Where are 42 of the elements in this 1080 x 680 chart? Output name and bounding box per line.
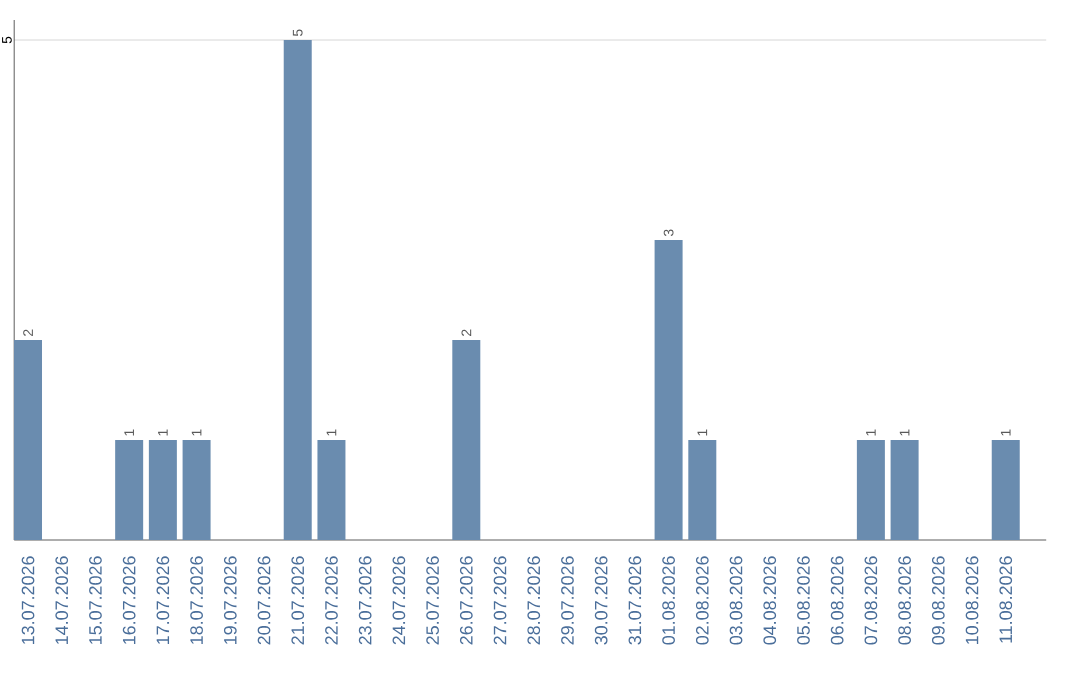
bar	[654, 240, 683, 540]
x-tick-label: 07.08.2026	[864, 556, 878, 645]
x-tick-label: 29.07.2026	[561, 556, 574, 645]
x-tick-label: 01.08.2026	[662, 556, 675, 645]
x-tick-label: 16.07.2026	[122, 556, 136, 644]
bar	[115, 440, 144, 540]
x-tick-label: 05.08.2026	[797, 556, 810, 645]
x-tick-label: 23.07.2026	[358, 556, 372, 645]
x-tick-label: 26.07.2026	[459, 556, 473, 645]
x-tick-label: 25.07.2026	[426, 556, 439, 645]
x-tick-label: 09.08.2026	[931, 556, 945, 645]
bar	[856, 440, 885, 540]
x-tick-label: 02.08.2026	[695, 556, 709, 645]
x-tick-label: 21.07.2026	[291, 556, 305, 645]
bar	[317, 440, 346, 540]
x-tick-label: 27.07.2026	[493, 556, 507, 645]
bar	[283, 40, 312, 540]
x-tick-label: 20.07.2026	[257, 556, 271, 645]
bar	[890, 440, 919, 540]
x-tick-label: 08.08.2026	[898, 556, 911, 645]
x-tick-label: 18.07.2026	[190, 556, 203, 644]
bar	[688, 440, 717, 540]
x-tick-label: 22.07.2026	[325, 556, 338, 645]
x-tick-label: 17.07.2026	[156, 556, 170, 644]
bar	[991, 440, 1020, 540]
x-tick-label: 31.07.2026	[628, 556, 642, 645]
x-tick-label: 13.07.2026	[21, 556, 35, 644]
bar	[14, 340, 43, 540]
x-tick-label: 03.08.2026	[729, 556, 743, 645]
bar	[452, 340, 481, 540]
x-tick-label: 04.08.2026	[763, 556, 777, 645]
bar	[148, 440, 177, 540]
x-tick-label: 15.07.2026	[89, 556, 102, 644]
x-tick-label: 11.08.2026	[999, 556, 1013, 643]
x-tick-label: 14.07.2026	[55, 556, 69, 644]
x-tick-label: 28.07.2026	[527, 556, 541, 645]
x-tick-label: 24.07.2026	[392, 556, 406, 645]
x-tick-label: 06.08.2026	[830, 556, 844, 645]
x-tick-label: 10.08.2026	[965, 556, 979, 644]
x-tick-label: 19.07.2026	[223, 556, 237, 644]
bar	[182, 440, 211, 540]
x-tick-label: 30.07.2026	[594, 556, 608, 645]
